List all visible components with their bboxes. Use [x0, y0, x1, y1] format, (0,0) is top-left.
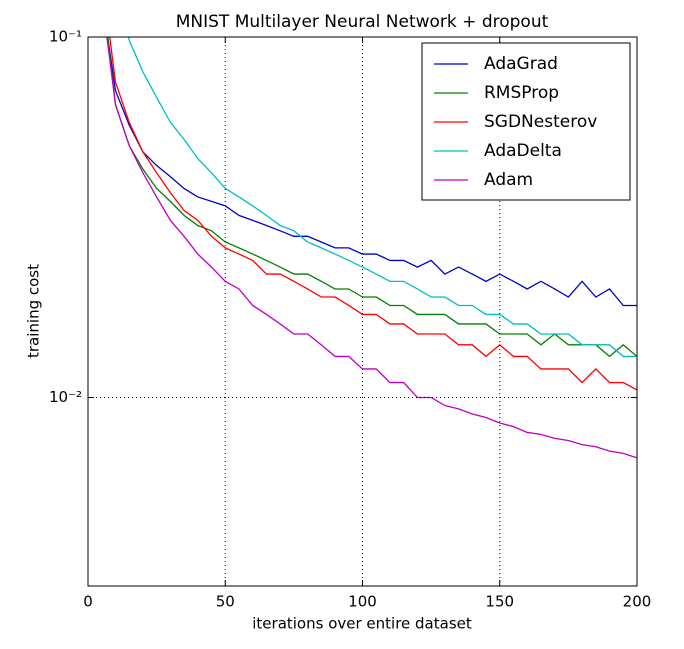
series-line	[107, 37, 637, 307]
x-axis-label: iterations over entire dataset	[252, 615, 472, 633]
y-tick-label: 10⁻¹	[49, 28, 82, 46]
x-tick-label: 150	[485, 593, 514, 611]
legend-label: Adam	[484, 170, 533, 190]
x-tick-label: 0	[83, 593, 93, 611]
series-line	[109, 37, 637, 391]
x-tick-label: 50	[216, 593, 235, 611]
legend-label: AdaGrad	[484, 54, 558, 74]
legend-label: AdaDelta	[484, 141, 562, 161]
series-line	[107, 37, 637, 358]
plot-area	[106, 37, 637, 459]
legend-label: RMSProp	[484, 83, 559, 103]
x-tick-label: 200	[623, 593, 652, 611]
legend-label: SGDNesterov	[484, 112, 597, 132]
series-line	[106, 37, 637, 459]
chart-title: MNIST Multilayer Neural Network + dropou…	[176, 12, 549, 32]
y-tick-label: 10⁻²	[49, 388, 82, 406]
series-line	[127, 37, 637, 358]
y-axis-label: training cost	[25, 264, 43, 358]
x-tick-label: 100	[348, 593, 377, 611]
